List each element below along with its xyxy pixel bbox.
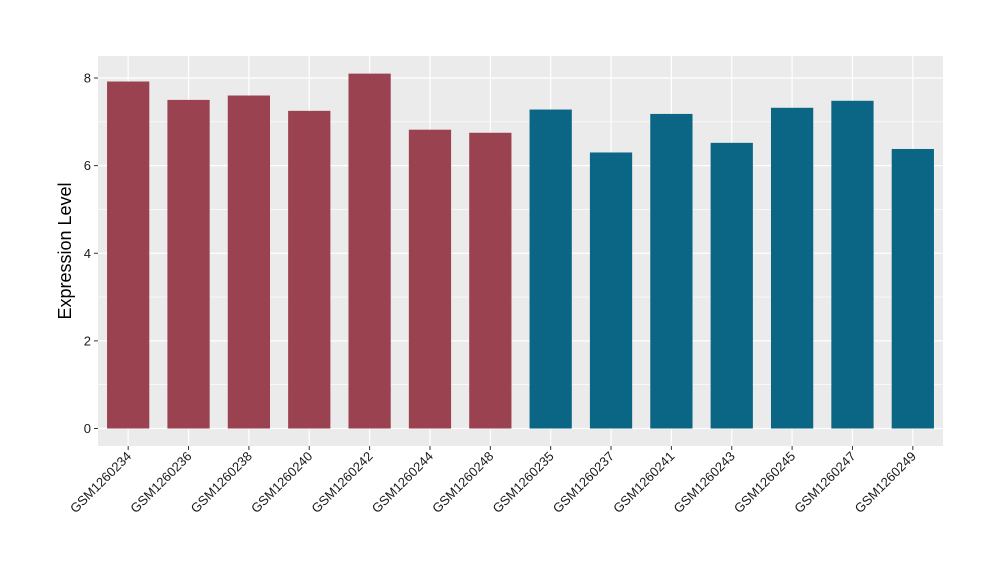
bar-GSM1260236 [167,99,210,429]
y-tick-label: 2 [84,333,91,348]
bar-GSM1260240 [288,110,331,429]
x-tick-label: GSM1260244 [369,449,436,516]
bar-GSM1260243 [710,142,753,429]
plot-panel [98,56,943,446]
bar-GSM1260237 [589,152,633,429]
bar-GSM1260241 [650,113,693,429]
x-tick-label: GSM1260247 [791,449,858,516]
y-tick-label: 6 [84,158,91,173]
y-axis: 0 2 4 6 8 [84,71,98,436]
bar-GSM1260249 [891,148,934,429]
x-tick-label: GSM1260248 [429,449,496,516]
x-axis: GSM1260234GSM1260236GSM1260238GSM1260240… [67,446,919,516]
x-tick-label: GSM1260234 [67,449,134,516]
x-tick-label: GSM1260241 [610,449,677,516]
y-tick-label: 4 [84,246,91,261]
x-tick-label: GSM1260240 [248,449,315,516]
bar-GSM1260248 [469,132,512,429]
x-tick-label: GSM1260242 [308,449,375,516]
y-tick-label: 8 [84,71,91,86]
x-tick-label: GSM1260249 [852,449,919,516]
x-tick-label: GSM1260245 [731,449,798,516]
y-axis-title: Expression Level [55,182,75,319]
x-tick-label: GSM1260243 [671,449,738,516]
y-tick-label: 0 [84,421,91,436]
bar-GSM1260235 [529,109,572,429]
bar-GSM1260242 [348,73,391,429]
bar-GSM1260247 [831,100,874,429]
bar-GSM1260244 [408,129,452,429]
x-tick-label: GSM1260237 [550,449,617,516]
x-tick-label: GSM1260235 [489,449,556,516]
x-tick-label: GSM1260236 [127,449,194,516]
bars [107,73,934,429]
bar-GSM1260245 [770,107,814,429]
x-tick-label: GSM1260238 [188,449,255,516]
bar-GSM1260238 [227,95,271,429]
bar-GSM1260234 [107,81,150,429]
